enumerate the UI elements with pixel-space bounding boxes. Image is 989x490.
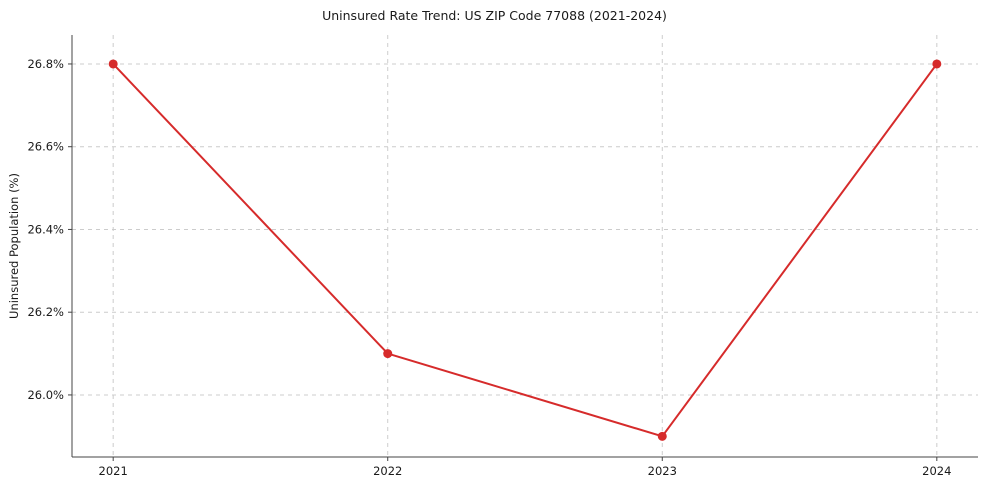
y-tick-label: 26.6%	[27, 140, 64, 154]
data-point-marker	[932, 59, 942, 69]
trend-line	[112, 62, 938, 438]
x-tick-label: 2023	[648, 464, 677, 478]
x-tick-label: 2024	[922, 464, 951, 478]
y-tick-label: 26.4%	[27, 222, 64, 236]
y-tick-label: 26.8%	[27, 57, 64, 71]
y-tick-label: 26.0%	[27, 388, 64, 402]
data-point-marker	[383, 349, 393, 359]
x-tick-label: 2021	[99, 464, 128, 478]
data-point-marker	[108, 59, 118, 69]
y-tick-label: 26.2%	[27, 305, 64, 319]
chart-title: Uninsured Rate Trend: US ZIP Code 77088 …	[322, 8, 667, 23]
data-point-marker	[657, 431, 667, 441]
x-tick-label: 2022	[373, 464, 402, 478]
